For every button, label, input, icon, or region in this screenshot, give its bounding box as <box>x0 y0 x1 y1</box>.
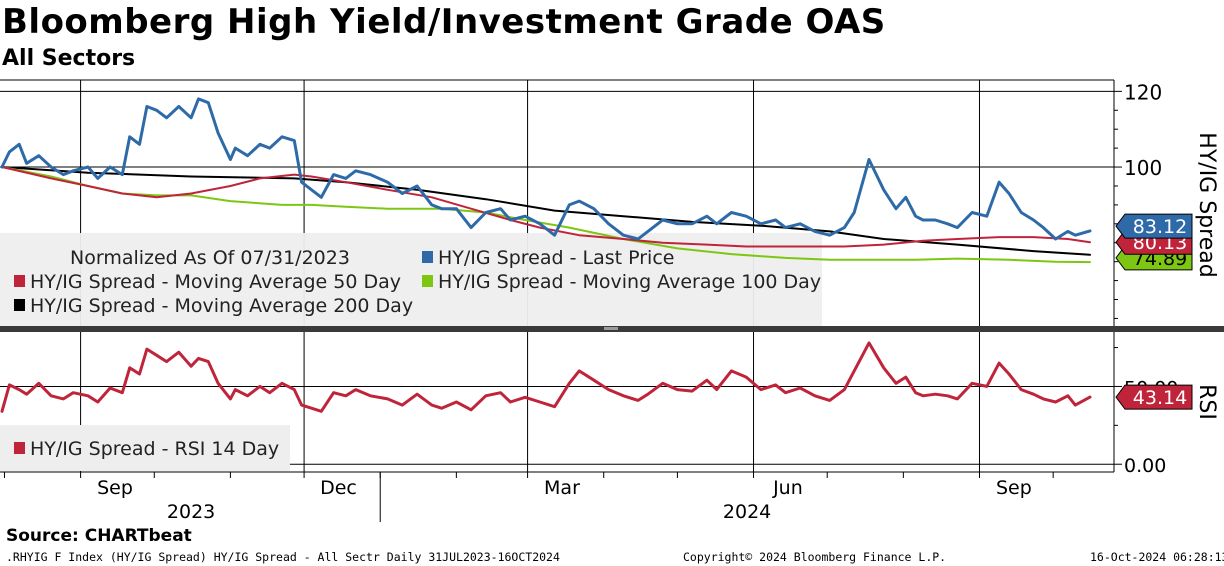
x-axis: Sep Dec Mar Jun Sep 2023 2024 <box>3 472 1054 523</box>
series-line-rsi <box>0 341 1092 413</box>
series-line-last-price <box>0 97 1092 241</box>
x-tick-label: Sep <box>97 477 133 499</box>
upper-legend-entry: HY/IG Spread - Last Price <box>438 247 674 269</box>
x-year-label: 2023 <box>167 501 215 523</box>
footer-ticker: .RHYIG F Index (HY/IG Spread) HY/IG Spre… <box>6 550 560 564</box>
lower-legend: HY/IG Spread - RSI 14 Day <box>0 425 290 471</box>
x-tick-label: Mar <box>544 477 580 499</box>
upper-legend-title: Normalized As Of 07/31/2023 <box>70 247 350 269</box>
upper-legend: Normalized As Of 07/31/2023 HY/IG Spread … <box>0 233 822 326</box>
upper-legend-entry: HY/IG Spread - Moving Average 200 Day <box>30 295 413 317</box>
upper-legend-entry: HY/IG Spread - Moving Average 50 Day <box>30 271 401 293</box>
chart-subtitle: All Sectors <box>2 46 136 71</box>
x-tick-label: Dec <box>320 477 357 499</box>
source-note: Source: CHARTbeat <box>6 526 192 546</box>
value-tag-rsi-box <box>1115 384 1193 410</box>
upper-series-group <box>0 97 1092 264</box>
panel-divider-handle <box>604 327 618 330</box>
lower-legend-box <box>0 425 290 471</box>
upper-legend-swatch <box>422 275 433 287</box>
x-tick-label: Sep <box>996 477 1032 499</box>
value-tag-last-price-label: 83.12 <box>1133 216 1187 238</box>
x-year-label: 2024 <box>723 501 771 523</box>
chart-title: Bloomberg High Yield/Investment Grade OA… <box>2 2 886 42</box>
lower-legend-swatch <box>14 442 25 454</box>
lower-panel-frame <box>0 332 1115 473</box>
footer-timestamp: 16-Oct-2024 06:28:13 <box>1090 550 1224 564</box>
series-line-ma50 <box>1 166 1091 248</box>
x-tick-label: Jun <box>772 477 803 499</box>
y-tick-label-upper: 100 <box>1124 156 1162 180</box>
lower-legend-entry: HY/IG Spread - RSI 14 Day <box>30 438 279 460</box>
y-axis-title-lower: RSI <box>1194 384 1219 420</box>
y-tick-label-lower: 0.00 <box>1124 455 1166 477</box>
y-tick-label-upper: 120 <box>1124 80 1162 104</box>
value-tag-rsi-label: 43.14 <box>1133 387 1187 409</box>
upper-legend-swatch <box>422 251 433 263</box>
value-tag-last-price-box <box>1115 213 1193 239</box>
upper-legend-swatch <box>14 275 25 287</box>
upper-panel-frame <box>0 79 1115 326</box>
lower-series-group <box>0 341 1092 413</box>
footer-copyright: Copyright© 2024 Bloomberg Finance L.P. <box>683 550 947 564</box>
y-axis-title-upper: HY/IG Spread <box>1194 132 1219 277</box>
upper-legend-entry: HY/IG Spread - Moving Average 100 Day <box>438 271 821 293</box>
upper-legend-swatch <box>14 299 25 311</box>
